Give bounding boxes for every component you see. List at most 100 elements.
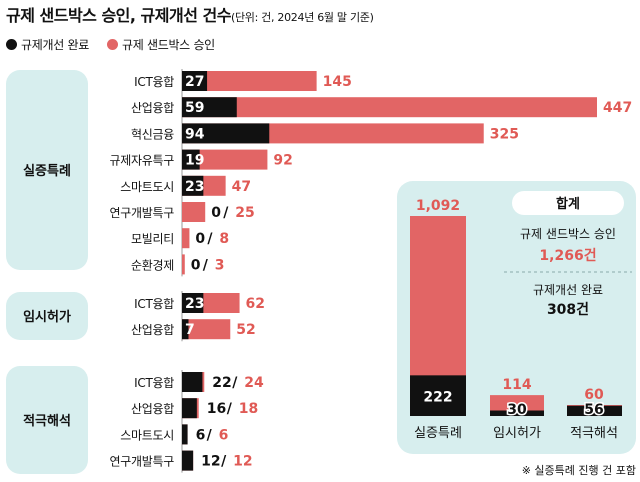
summary-improved-value: 308건 (547, 301, 589, 318)
title-main: 규제 샌드박스 승인, 규제개선 건수 (6, 6, 231, 25)
value-label-improved: 7 (185, 322, 195, 338)
category-label: ICT융합 (134, 376, 174, 390)
value-label-improved: 23 (185, 296, 204, 312)
summary-value-improved: 56 (584, 402, 603, 418)
group-panel-1 (6, 292, 88, 340)
summary-category-label: 임시허가 (493, 426, 541, 441)
bar-improved (182, 71, 208, 91)
value-label-improved: 6 (196, 427, 206, 443)
legend: 규제개선 완료 규제 샌드박스 승인 (6, 36, 215, 53)
legend-swatch-improved (6, 39, 17, 50)
value-label-improved: 23 (185, 179, 204, 195)
summary-improved-label: 규제개선 완료 (533, 283, 603, 297)
summary-bar-improved (567, 405, 622, 416)
value-label-approved: 325 (490, 126, 519, 142)
summary-value-approved: 114 (502, 377, 531, 393)
summary-value-approved: 60 (584, 387, 604, 403)
summary-category-label: 실증특례 (414, 426, 462, 441)
bar-approved (182, 319, 231, 340)
value-separator: / (207, 231, 213, 247)
legend-label-improved: 규제개선 완료 (21, 38, 89, 52)
value-label-approved: 6 (219, 427, 229, 443)
summary-value-approved: 1,092 (416, 198, 460, 214)
value-separator: / (232, 375, 238, 391)
bar-approved (182, 254, 185, 275)
summary-approved-value: 1,266건 (539, 247, 596, 264)
value-label-improved: 12 (201, 454, 220, 470)
group-label: 임시허가 (23, 309, 71, 325)
bar-approved (182, 202, 206, 222)
value-separator: / (203, 257, 209, 273)
value-label-improved: 16 (207, 401, 226, 417)
value-separator: / (221, 454, 227, 470)
bar-improved (182, 149, 200, 170)
category-label: 스마트도시 (120, 180, 174, 194)
bar-improved (182, 424, 188, 445)
value-label-approved: 25 (235, 205, 254, 221)
group-panel-2 (6, 366, 88, 474)
value-label-improved: 94 (185, 126, 205, 142)
summary-value-improved: 30 (507, 402, 527, 418)
group-panel-0 (6, 70, 88, 270)
bar-improved (182, 123, 270, 144)
value-label-approved: 3 (215, 257, 225, 273)
category-label: 산업융합 (131, 402, 174, 416)
value-label-approved: 447 (603, 100, 632, 116)
legend-label-approved: 규제 샌드박스 승인 (121, 38, 215, 52)
chart-title: 규제 샌드박스 승인, 규제개선 건수(단위: 건, 2024년 6월 말 기준… (6, 2, 374, 26)
value-label-approved: 24 (244, 375, 264, 391)
value-label-improved: 0 (211, 205, 221, 221)
bar-improved (182, 319, 189, 340)
bar-approved (182, 228, 190, 249)
category-label: ICT융합 (134, 75, 174, 89)
legend-item-approved: 규제 샌드박스 승인 (106, 36, 215, 53)
value-separator: / (227, 401, 233, 417)
category-label: 산업융합 (131, 101, 174, 115)
category-label: 연구개발특구 (110, 206, 175, 220)
value-label-improved: 59 (185, 100, 204, 116)
value-label-improved: 19 (185, 153, 204, 169)
category-label: 규제자유특구 (110, 154, 175, 168)
bar-improved (182, 97, 237, 118)
bar-improved (182, 398, 197, 419)
value-label-improved: 0 (191, 257, 201, 273)
group-label: 적극해석 (23, 413, 71, 429)
value-separator: / (207, 427, 213, 443)
value-label-improved: 22 (212, 375, 231, 391)
value-label-approved: 18 (239, 401, 258, 417)
value-label-approved: 47 (232, 179, 251, 195)
category-label: 연구개발특구 (110, 455, 175, 469)
summary-bar-improved (490, 410, 544, 416)
bar-approved (182, 71, 317, 91)
summary-bar-improved (410, 375, 466, 416)
category-label: 산업융합 (131, 323, 174, 337)
value-label-approved: 8 (219, 231, 229, 247)
bar-improved (182, 372, 203, 392)
summary-header-pill (512, 191, 624, 215)
category-label: 혁신금융 (131, 127, 174, 141)
category-label: ICT융합 (134, 297, 174, 311)
category-label: 순환경제 (131, 258, 174, 272)
bar-improved (182, 293, 204, 313)
value-label-approved: 12 (233, 454, 252, 470)
bar-improved (182, 450, 194, 471)
value-label-approved: 62 (246, 296, 265, 312)
summary-category-label: 적극해석 (570, 426, 618, 441)
value-label-improved: 27 (185, 74, 204, 90)
legend-item-improved: 규제개선 완료 (6, 36, 89, 53)
title-unit-note: (단위: 건, 2024년 6월 말 기준) (230, 11, 374, 24)
bar-improved (182, 175, 204, 196)
legend-swatch-approved (106, 39, 118, 50)
value-separator: / (223, 205, 229, 221)
bar-approved (182, 97, 597, 118)
value-label-approved: 92 (273, 153, 292, 169)
summary-header: 합계 (556, 196, 580, 212)
category-label: 스마트도시 (120, 428, 174, 442)
summary-approved-label: 규제 샌드박스 승인 (520, 227, 616, 241)
bar-approved (182, 149, 268, 170)
value-label-approved: 52 (236, 322, 255, 338)
category-label: 모빌리티 (131, 232, 174, 246)
value-label-approved: 145 (323, 74, 352, 90)
